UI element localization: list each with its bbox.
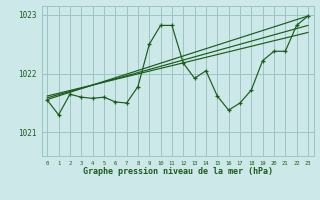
- X-axis label: Graphe pression niveau de la mer (hPa): Graphe pression niveau de la mer (hPa): [83, 167, 273, 176]
